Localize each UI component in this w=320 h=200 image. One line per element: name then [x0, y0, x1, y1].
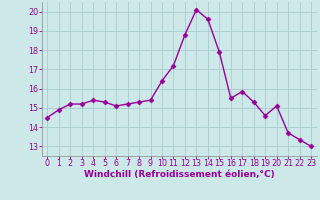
X-axis label: Windchill (Refroidissement éolien,°C): Windchill (Refroidissement éolien,°C) [84, 170, 275, 179]
